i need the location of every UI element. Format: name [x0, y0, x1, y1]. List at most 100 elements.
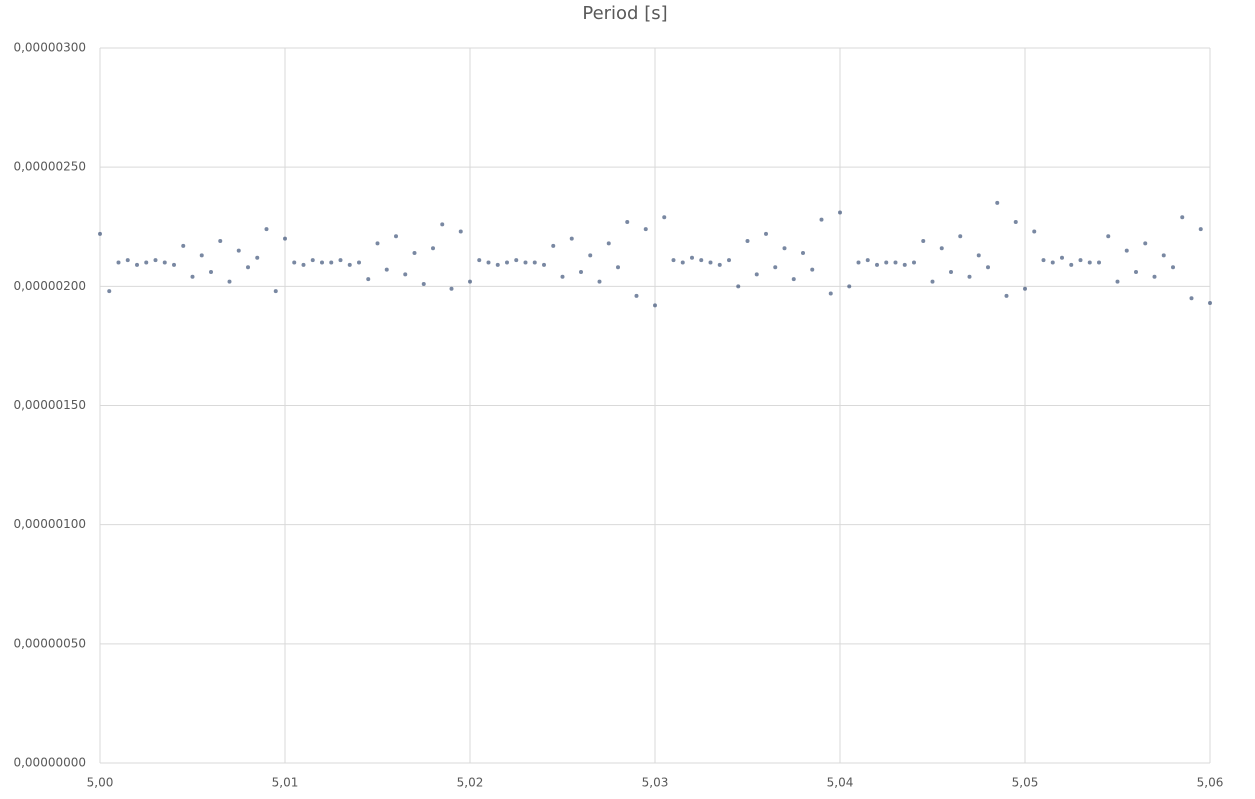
x-tick-label: 5,03 — [642, 776, 669, 790]
point — [671, 258, 676, 263]
point — [690, 255, 694, 260]
y-tick-label: 0,00000250 — [13, 160, 86, 174]
point — [190, 274, 195, 279]
point — [569, 236, 574, 241]
point — [1060, 255, 1064, 260]
point — [384, 267, 389, 272]
point — [791, 277, 796, 282]
point — [172, 262, 176, 267]
point — [236, 248, 241, 253]
point — [717, 262, 722, 267]
point — [116, 260, 121, 265]
point — [828, 291, 833, 296]
point — [394, 234, 398, 239]
point — [773, 265, 778, 270]
point — [181, 243, 186, 248]
point — [1032, 229, 1037, 234]
point — [1161, 253, 1166, 258]
point — [1097, 260, 1101, 265]
point — [1078, 258, 1083, 263]
point — [505, 260, 509, 265]
point — [486, 260, 491, 265]
point — [1198, 227, 1203, 232]
point — [403, 272, 408, 277]
point — [1208, 301, 1212, 306]
point — [949, 270, 953, 275]
point — [1189, 296, 1194, 301]
point — [144, 260, 149, 265]
point — [366, 277, 371, 282]
point — [125, 258, 130, 263]
point — [616, 265, 620, 270]
y-tick-label: 0,00000100 — [13, 517, 86, 531]
point — [958, 234, 963, 239]
point — [542, 262, 546, 267]
point — [375, 241, 380, 246]
point — [246, 265, 250, 270]
point — [680, 260, 685, 265]
point — [135, 262, 139, 267]
point — [551, 243, 556, 248]
point — [1143, 241, 1148, 246]
point — [921, 239, 926, 244]
point — [754, 272, 759, 277]
point — [967, 274, 972, 279]
point — [930, 279, 935, 284]
point — [699, 258, 704, 263]
point — [264, 227, 269, 232]
point — [653, 303, 657, 308]
chart-title: Period [s] — [582, 3, 667, 24]
point — [819, 217, 824, 222]
point — [986, 265, 990, 270]
point — [440, 222, 445, 227]
point — [764, 231, 768, 236]
point — [1050, 260, 1055, 265]
y-tick-label: 0,00000050 — [13, 636, 86, 650]
point — [976, 253, 981, 258]
point — [1023, 286, 1027, 291]
y-tick-label: 0,00000300 — [13, 41, 86, 55]
point — [1004, 293, 1009, 298]
point — [865, 258, 870, 263]
point — [283, 236, 287, 241]
point — [495, 262, 500, 267]
point — [227, 279, 232, 284]
point — [357, 260, 361, 265]
point — [995, 200, 1000, 205]
point — [597, 279, 602, 284]
point — [1115, 279, 1120, 284]
point — [736, 284, 741, 289]
point — [856, 260, 861, 265]
point — [412, 250, 417, 255]
point — [625, 219, 630, 224]
point — [782, 246, 787, 251]
point — [153, 258, 158, 263]
point — [338, 258, 343, 263]
point — [1013, 219, 1018, 224]
point — [523, 260, 528, 265]
point — [810, 267, 815, 272]
point — [199, 253, 204, 258]
point — [468, 279, 472, 284]
point — [884, 260, 889, 265]
point — [301, 262, 306, 267]
y-tick-label: 0,00000150 — [13, 398, 86, 412]
point — [320, 260, 324, 265]
point — [532, 260, 537, 265]
point — [801, 250, 805, 255]
point — [579, 270, 583, 275]
point — [329, 260, 334, 265]
point — [1152, 274, 1157, 279]
x-tick-label: 5,02 — [457, 776, 484, 790]
point — [847, 284, 852, 289]
point — [477, 258, 482, 263]
y-tick-label: 0,00000000 — [13, 756, 86, 770]
point — [939, 246, 944, 251]
point — [1041, 258, 1046, 263]
point — [912, 260, 916, 265]
x-tick-label: 5,00 — [87, 776, 114, 790]
point — [449, 286, 454, 291]
point — [292, 260, 297, 265]
x-tick-label: 5,06 — [1197, 776, 1224, 790]
